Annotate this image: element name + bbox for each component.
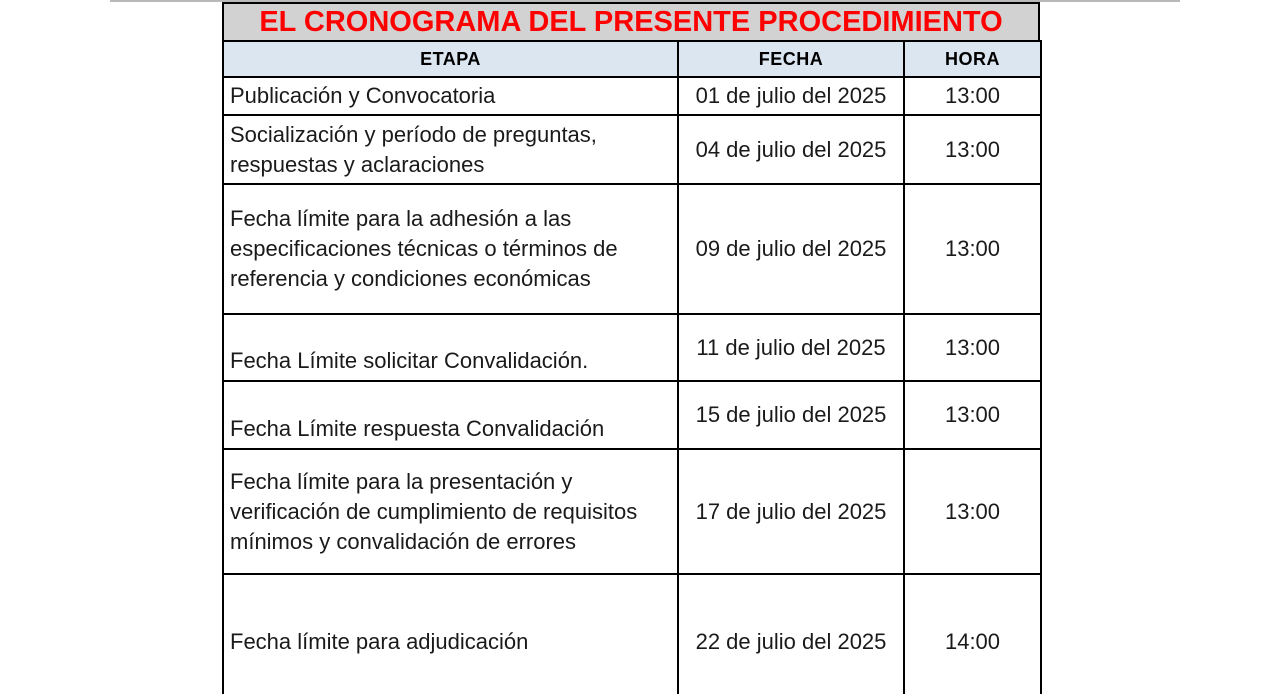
hora-cell: 13:00 — [903, 448, 1042, 575]
etapa-cell: Fecha límite para adjudicación — [222, 573, 679, 694]
page-top-edge-line — [110, 0, 1180, 2]
table-row: Fecha límite para adjudicación 22 de jul… — [222, 573, 1042, 694]
fecha-cell: 22 de julio del 2025 — [677, 573, 905, 694]
column-header-fecha: FECHA — [677, 40, 905, 78]
table-row: Fecha Límite respuesta Convalidación 15 … — [222, 380, 1042, 450]
fecha-cell: 11 de julio del 2025 — [677, 313, 905, 382]
schedule-table: ETAPA FECHA HORA Publicación y Convocato… — [222, 40, 1042, 694]
etapa-cell: Fecha límite para la adhesión a las espe… — [222, 183, 679, 315]
cronograma-table: EL CRONOGRAMA DEL PRESENTE PROCEDIMIENTO… — [222, 2, 1042, 694]
hora-cell: 13:00 — [903, 76, 1042, 116]
column-header-hora: HORA — [903, 40, 1042, 78]
etapa-cell: Fecha límite para la presentación y veri… — [222, 448, 679, 575]
hora-cell: 13:00 — [903, 380, 1042, 450]
column-header-etapa: ETAPA — [222, 40, 679, 78]
table-row: Fecha Límite solicitar Convalidación. 11… — [222, 313, 1042, 382]
etapa-cell: Publicación y Convocatoria — [222, 76, 679, 116]
fecha-cell: 01 de julio del 2025 — [677, 76, 905, 116]
hora-cell: 13:00 — [903, 114, 1042, 185]
hora-cell: 13:00 — [903, 313, 1042, 382]
etapa-cell: Fecha Límite solicitar Convalidación. — [222, 313, 679, 382]
fecha-cell: 17 de julio del 2025 — [677, 448, 905, 575]
fecha-cell: 09 de julio del 2025 — [677, 183, 905, 315]
hora-cell: 14:00 — [903, 573, 1042, 694]
table-row: Fecha límite para la presentación y veri… — [222, 448, 1042, 575]
table-row: Socialización y período de preguntas, re… — [222, 114, 1042, 185]
etapa-cell: Socialización y período de preguntas, re… — [222, 114, 679, 185]
table-row: Publicación y Convocatoria 01 de julio d… — [222, 76, 1042, 116]
table-row: Fecha límite para la adhesión a las espe… — [222, 183, 1042, 315]
fecha-cell: 04 de julio del 2025 — [677, 114, 905, 185]
fecha-cell: 15 de julio del 2025 — [677, 380, 905, 450]
header-row: ETAPA FECHA HORA — [222, 40, 1042, 78]
table-title: EL CRONOGRAMA DEL PRESENTE PROCEDIMIENTO — [222, 2, 1040, 42]
hora-cell: 13:00 — [903, 183, 1042, 315]
etapa-cell: Fecha Límite respuesta Convalidación — [222, 380, 679, 450]
